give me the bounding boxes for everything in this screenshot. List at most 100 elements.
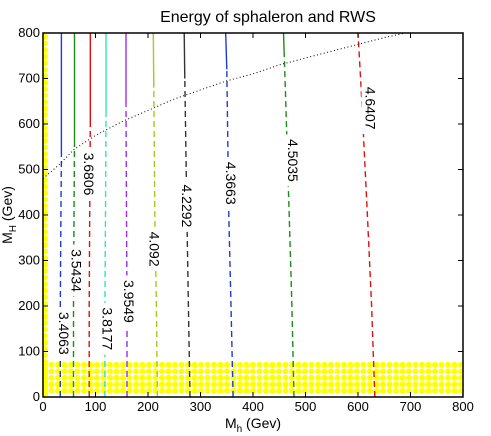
marker-dot: [55, 381, 61, 388]
marker-dot: [321, 374, 328, 381]
marker-dot: [451, 374, 458, 381]
marker-dot: [81, 387, 87, 394]
marker-dot: [406, 374, 412, 381]
chart-title: Energy of sphaleron and RWS: [160, 9, 376, 26]
marker-dot: [373, 361, 380, 368]
marker-dot: [328, 374, 334, 381]
contour-label-bg: [361, 82, 380, 135]
contour-4.092: 4.092: [145, 32, 164, 398]
marker-dot: [282, 368, 289, 375]
marker-dot: [393, 381, 399, 388]
marker-dot: [451, 368, 458, 375]
marker-dot: [360, 361, 367, 368]
marker-dot: [159, 374, 165, 381]
marker-dot: [432, 374, 438, 381]
marker-dot: [107, 387, 113, 394]
marker-dot: [55, 361, 61, 368]
y-tick-label: 100: [18, 344, 40, 359]
marker-dot: [276, 361, 282, 368]
marker-dot: [328, 361, 334, 368]
marker-dot: [217, 381, 224, 388]
marker-dot: [334, 387, 341, 394]
contour-label-group: 4.2292: [177, 179, 196, 232]
marker-dot: [159, 368, 165, 375]
marker-dot: [445, 361, 451, 368]
contour-label-group: 3.8177: [98, 302, 117, 355]
contour-label-group: 3.5434: [67, 244, 86, 297]
marker-dot: [438, 381, 445, 388]
contour-line-dashed: [283, 51, 295, 398]
contour-label-group: 3.9549: [120, 275, 139, 328]
marker-dot: [393, 368, 399, 375]
x-tick-label: 800: [452, 399, 474, 414]
marker-dot: [386, 368, 393, 375]
marker-dot: [165, 368, 172, 375]
marker-dot: [438, 374, 445, 381]
marker-dot: [211, 381, 217, 388]
marker-dot: [386, 361, 393, 368]
marker-dot: [217, 387, 224, 394]
marker-dot: [55, 368, 61, 375]
marker-dot: [159, 381, 165, 388]
marker-dot: [107, 374, 113, 381]
marker-dot: [250, 361, 256, 368]
contour-label-bg: [283, 134, 302, 187]
marker-dot: [81, 381, 87, 388]
marker-dot: [61, 374, 68, 381]
marker-dot: [55, 387, 61, 394]
marker-dot: [295, 381, 302, 388]
marker-dot: [237, 374, 243, 381]
marker-dot: [445, 368, 451, 375]
marker-dot: [341, 361, 347, 368]
contour-4.3663: 4.3663: [222, 32, 240, 398]
marker-dot: [269, 381, 276, 388]
marker-dot: [74, 368, 81, 375]
marker-dot: [87, 387, 94, 394]
y-tick-label: 300: [18, 253, 40, 268]
marker-dot: [113, 361, 120, 368]
contour-4.2292: 4.2292: [177, 32, 196, 398]
boundary-curve: [42, 32, 406, 179]
contour-3.4063: 3.4063: [55, 33, 73, 397]
marker-dot: [438, 387, 445, 394]
marker-dot: [172, 381, 178, 388]
marker-dot: [386, 387, 393, 394]
marker-dot: [126, 368, 133, 375]
marker-dot: [94, 387, 100, 394]
marker-dot: [81, 368, 87, 375]
marker-dot: [74, 361, 81, 368]
marker-dot: [230, 361, 237, 368]
marker-dot: [412, 381, 419, 388]
marker-dot: [276, 381, 282, 388]
marker-dot: [191, 381, 198, 388]
marker-dot: [347, 374, 354, 381]
marker-dot: [334, 381, 341, 388]
contour-line-dashed: [226, 69, 234, 398]
contour-label-group: 4.3663: [222, 157, 240, 210]
marker-dot: [243, 374, 250, 381]
marker-dot: [367, 361, 373, 368]
contour-label: 3.5434: [69, 249, 85, 292]
marker-dot: [250, 368, 256, 375]
contour-line-dashed: [357, 32, 376, 398]
marker-dot: [425, 361, 432, 368]
marker-dot: [269, 361, 276, 368]
marker-dot: [276, 387, 282, 394]
marker-dot: [94, 361, 100, 368]
axis-ticks: 0 100 200 300 400 500 600 700 800 0 100 200 300 400 50…: [18, 25, 474, 414]
marker-dot: [165, 381, 172, 388]
marker-dot: [68, 368, 74, 375]
marker-dot: [74, 381, 81, 388]
marker-dot: [48, 374, 55, 381]
y-tick-label: 400: [18, 207, 40, 222]
marker-dot: [146, 374, 152, 381]
marker-dot: [172, 361, 178, 368]
marker-dot: [393, 374, 399, 381]
marker-dot: [406, 368, 412, 375]
marker-dot: [68, 381, 74, 388]
marker-dot: [217, 361, 224, 368]
marker-dot: [139, 368, 146, 375]
marker-dot: [243, 361, 250, 368]
marker-dot: [380, 381, 386, 388]
